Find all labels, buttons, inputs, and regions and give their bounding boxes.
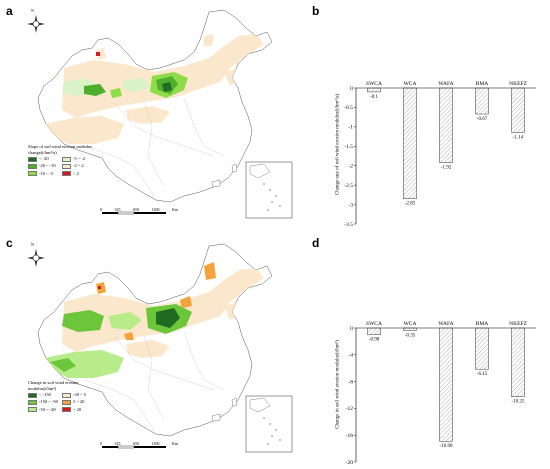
legend-title: Change in soil wind erosion modulus(t/hm… [28,380,79,391]
legend-item: -5 ~ -2 [62,156,96,162]
chart-d-bar [511,327,525,397]
chart-b-bar [475,87,489,115]
north-label: N [31,242,34,247]
panel-letter-a: a [6,4,13,18]
chart-b-category-label: WCA [404,81,417,87]
south-china-sea-inset [245,395,293,453]
erosion-slope-fill [44,34,264,144]
legend-item: -150 ~ -50 [28,399,62,405]
chart-b-y-tick-label: -1.5 [344,144,353,150]
chart-d-data-label: -6.15 [477,372,488,377]
legend-item: -20 ~ 5 [62,392,96,398]
chart-d-ylabel: Change in soil wind erosion modulus(t/hm… [335,340,341,429]
scale-bar [102,445,166,449]
chart-b-bar [511,87,525,133]
chart-d-y-tick-label: -12 [346,406,354,412]
chart-b-category-label: WAFA [438,81,453,87]
chart-b-category-label: SWCA [366,81,382,87]
chart-b-y-tick-label: -0.5 [344,105,353,111]
compass-icon [27,15,45,33]
legend-item: > 2 [62,171,96,177]
legend-map-c: Change in soil wind erosion modulus(t/hm… [28,380,96,412]
chart-b-y-tick-label: -3.5 [344,222,353,228]
legend-item: > 20 [62,407,96,413]
map-c: N 0 325 650 1300 Km [24,240,294,462]
chart-d-category-label: BMA [476,321,489,327]
chart-b-data-label: -1.14 [513,135,524,140]
chart-d-data-label: -0.98 [369,338,380,343]
chart-d-category-label: NKEFZ [509,321,527,327]
compass-icon [27,249,45,267]
scale-labels: 0 325 650 1300 Km [100,441,178,446]
chart-d-bar [439,327,453,442]
chart-b-data-label: -2.85 [405,202,416,207]
chart-d-data-label: -0.35 [405,333,416,338]
chart-d-bar [403,327,417,331]
chart-b-y-tick-label: -2.5 [344,183,353,189]
legend-title: Slope of soil wind erosion modulus chang… [28,144,92,155]
chart-b-data-label: -0.1 [370,95,378,100]
chart-d-y-tick-label: -4 [348,353,353,359]
scale-bar [102,211,166,215]
chart-b-data-label: -1.92 [441,166,452,171]
chart-b-data-label: -0.67 [477,117,488,122]
chart-b-category-label: BMA [476,81,489,87]
panel-letter-c: c [6,236,13,250]
legend-map-a: Slope of soil wind erosion modulus chang… [28,144,96,176]
chart-d-category-label: SWCA [366,321,382,327]
north-label: N [31,8,34,13]
chart-d-data-label: -10.25 [512,400,525,405]
legend-item: 5 ~ 20 [62,399,96,405]
chart-d-bar [475,327,489,370]
chart-b-category-label: NKEFZ [509,81,527,87]
legend-item: -10 ~ -5 [28,171,62,177]
chart-d-data-label: -16.90 [440,444,453,449]
chart-b-bar [439,87,453,163]
chart-b-y-tick-label: -3 [348,202,353,208]
chart-d-category-label: WCA [404,321,417,327]
legend-item: -50 ~ -20 [28,407,62,413]
chart-b-y-tick-label: -2 [348,164,353,170]
legend-item: -20 ~ -10 [28,163,62,169]
chart-d-y-tick-label: -8 [348,379,353,385]
chart-b-y-tick-label: 0 [350,86,353,92]
chart-d-bar [367,327,381,335]
chart-b-y-tick-label: -1 [348,125,353,131]
chart-d-category-label: WAFA [438,321,453,327]
south-china-sea-inset [245,161,293,219]
chart-b-bar [367,87,381,93]
legend-item: < -20 [28,156,62,162]
scale-labels: 0 325 650 1300 Km [100,207,178,212]
panel-letter-d: d [312,236,320,250]
legend-item: -2 ~ 2 [62,163,96,169]
chart-d-y-tick-label: -16 [346,433,354,439]
map-a: N 0 325 650 1300 Km [24,6,294,228]
chart-d-y-tick-label: -20 [346,460,354,466]
chart-d-y-tick-label: 0 [350,326,353,332]
legend-item: < -150 [28,392,62,398]
panel-letter-b: b [312,4,320,18]
chart-b-bar [403,87,417,199]
